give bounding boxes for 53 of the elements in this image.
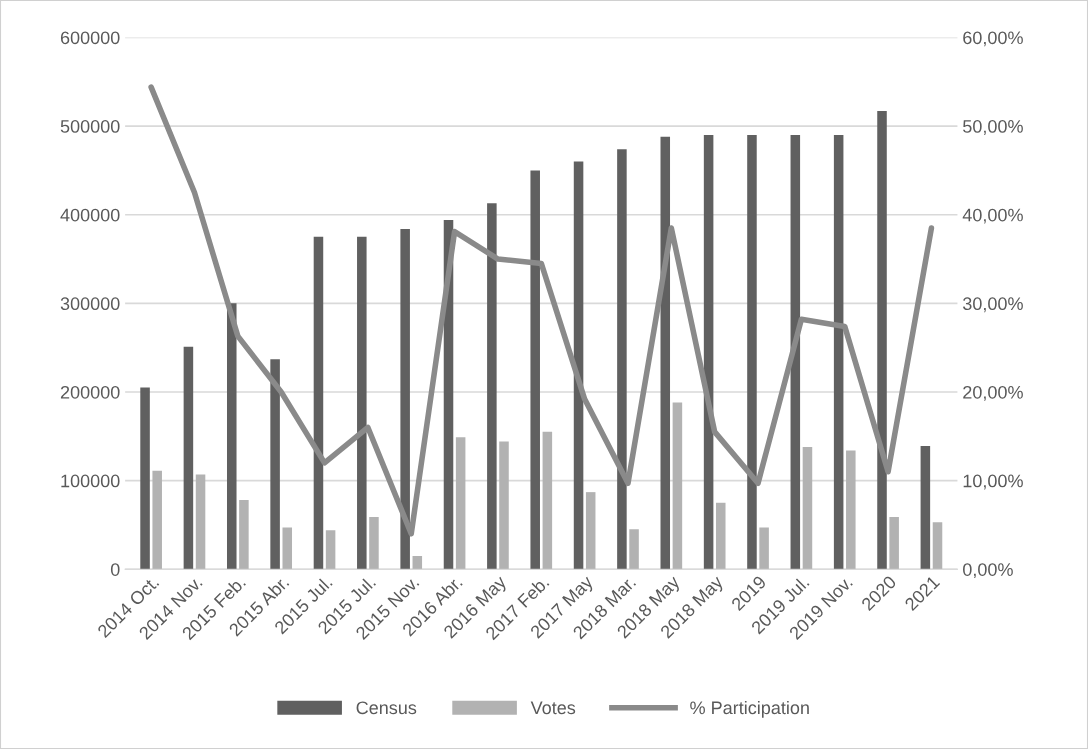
bar [183,346,194,570]
bar [357,236,367,570]
bar [282,527,293,570]
bar [715,502,726,570]
y2-tick-label: 20,00% [963,385,1023,401]
bar [542,431,553,570]
bar [412,555,423,570]
bar [487,203,497,570]
bar [270,359,280,570]
bar [152,470,162,570]
bar [920,446,931,570]
bar [369,516,379,570]
bar [833,134,844,570]
y-tick-label: 600000 [60,31,120,45]
bar [877,111,887,570]
bar [226,303,237,570]
bar [195,474,206,570]
y-tick-label: 300000 [60,297,120,311]
legend-label: % Participation [690,700,809,718]
legend-label: Census [356,701,417,715]
bar [140,387,150,570]
bar [672,402,683,570]
y-tick-label: 200000 [60,385,120,399]
bar [790,134,801,570]
y2-tick-label: 50,00% [963,120,1023,135]
bar [802,446,813,570]
bar [889,516,899,570]
bar [617,149,627,570]
bar [573,161,584,570]
bar [400,228,410,570]
y2-tick-label: 60,00% [963,31,1023,47]
y2-tick-label: 40,00% [962,208,1023,224]
bar [325,530,336,570]
y-tick-label: 0 [110,563,120,576]
y2-tick-label: 30,00% [962,297,1023,313]
y2-tick-label: 10,00% [963,474,1023,490]
y-tick-label: 400000 [60,208,120,222]
bar [629,529,639,570]
bar [747,134,757,570]
y2-tick-label: 0,00% [963,563,1013,579]
bar [499,441,509,570]
bar [313,236,324,570]
bar [530,170,540,570]
legend-label: Votes [530,701,576,715]
bar [846,450,856,570]
bar [239,500,249,570]
bar [759,527,769,570]
bar [660,136,671,570]
bar [585,492,596,570]
y-tick-label: 500000 [60,120,120,133]
bar [455,437,466,570]
bar [932,522,943,570]
y-tick-label: 100000 [61,474,120,488]
